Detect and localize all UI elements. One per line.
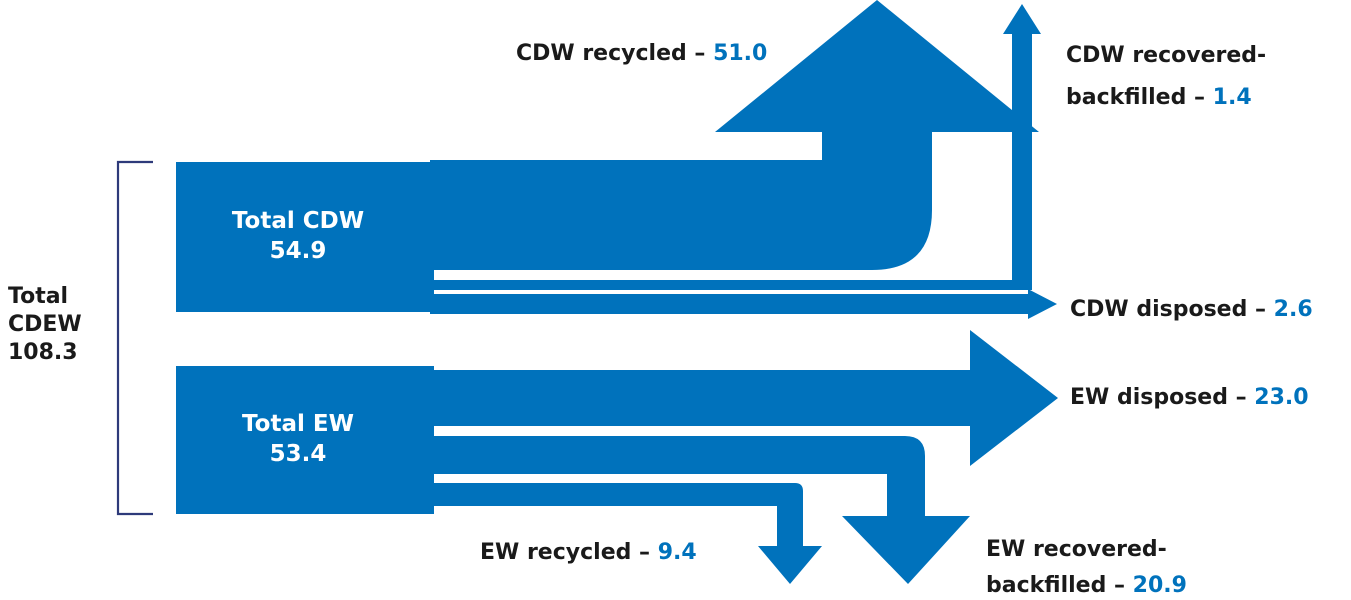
cdw-backfilled-line2: backfilled – 1.4 (1066, 85, 1252, 110)
ew-backfilled-line2: backfilled – 20.9 (986, 573, 1187, 598)
ew-recycled-flow (430, 483, 822, 584)
cdw-disposed-label: CDW disposed – 2.6 (1070, 297, 1313, 322)
cdw-box-label: Total CDW (232, 208, 364, 234)
cdw-recycled-value: 51.0 (713, 41, 767, 66)
cdw-backfilled-value: 1.4 (1213, 85, 1252, 110)
ew-recycled-value: 9.4 (658, 540, 697, 565)
ew-backfilled-line1: EW recovered- (986, 537, 1167, 562)
cdw-backfilled-line1: CDW recovered- (1066, 43, 1266, 68)
total-cdw-box (176, 162, 434, 312)
total-ew-box (176, 366, 434, 514)
ew-recycled-label: EW recycled – 9.4 (480, 540, 697, 565)
cdw-disposed-value: 2.6 (1274, 297, 1313, 322)
cdw-disposed-flow (430, 289, 1057, 319)
total-line1: Total (8, 284, 68, 309)
ew-backfilled-value: 20.9 (1133, 573, 1187, 598)
ew-box-value: 53.4 (270, 441, 327, 467)
ew-disposed-flow (430, 330, 1058, 466)
ew-disposed-label: EW disposed – 23.0 (1070, 385, 1309, 410)
total-line2: CDEW (8, 312, 82, 337)
ew-disposed-value: 23.0 (1254, 385, 1308, 410)
ew-box-label: Total EW (242, 411, 354, 437)
ew-backfilled-flow (430, 436, 970, 584)
cdw-recycled-flow (430, 0, 1039, 270)
cdw-recycled-label: CDW recycled – 51.0 (516, 41, 767, 66)
cdw-box-value: 54.9 (270, 238, 327, 264)
total-bracket (116, 160, 153, 516)
total-value: 108.3 (8, 340, 78, 365)
